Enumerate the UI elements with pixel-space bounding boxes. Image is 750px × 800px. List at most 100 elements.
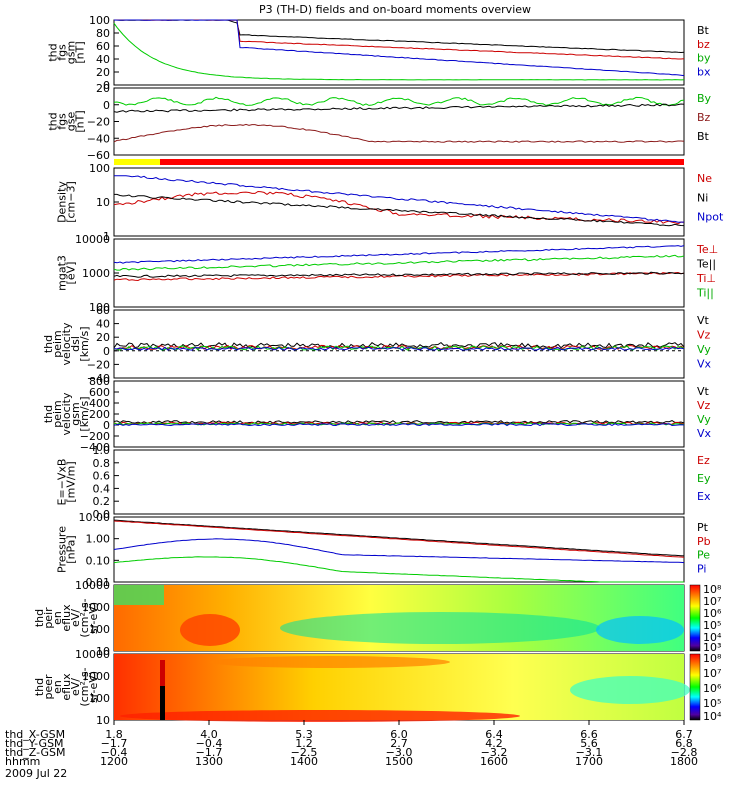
colorbar-label: 10⁵ <box>703 697 721 710</box>
panel-density: 100 10 1 Density[cm−3] Ne Ni Npot <box>56 162 724 243</box>
x-tick-label: 1200 <box>100 755 128 768</box>
legend-Pi: Pi <box>697 562 706 575</box>
y-tick-label: 10.00 <box>79 511 111 524</box>
y-axis-label: velocity <box>60 392 73 435</box>
x-tick-label: 4.2 <box>485 737 503 750</box>
colorbar-label: 10⁵ <box>703 619 721 632</box>
y-axis-label: eflux <box>60 673 73 701</box>
series-line <box>113 123 685 143</box>
x-tick-label: 6.4 <box>485 728 503 741</box>
x-row-label: thd_Y-GSM <box>5 737 64 750</box>
y-tick-label: −40 <box>87 132 110 145</box>
y-axis-label: gsm <box>65 41 78 64</box>
y-axis-label: sr-eV) <box>87 671 100 703</box>
y-tick-label: 0.2 <box>93 495 111 508</box>
legend-Vz: Vz <box>697 399 711 412</box>
legend-Npot: Npot <box>697 211 724 224</box>
x-row-label: thd_Z-GSM <box>5 746 65 759</box>
y-tick-label: 0 <box>103 99 110 112</box>
legend-bx: bx <box>697 65 711 78</box>
x-tick-label: 1700 <box>575 755 603 768</box>
legend-Ex: Ex <box>697 490 711 503</box>
y-tick-label: 600 <box>89 386 110 399</box>
y-axis-label: Density <box>56 181 69 223</box>
colorbar-label: 10⁸ <box>703 583 722 596</box>
y-axis-label: eV/ <box>69 678 82 696</box>
series-line <box>113 19 685 77</box>
y-axis-label: (cm²-s- <box>78 598 91 637</box>
colorbar-label: 10³ <box>703 641 721 654</box>
y-axis-label: peer <box>42 674 55 700</box>
series-line <box>113 96 685 106</box>
y-axis-label: gse <box>65 112 78 132</box>
y-axis-label: en <box>51 611 64 625</box>
y-tick-label: −20 <box>87 116 110 129</box>
legend-By: By <box>697 92 712 105</box>
series-line <box>113 423 685 427</box>
peer-colorbar <box>689 653 701 721</box>
series-line <box>113 346 685 351</box>
y-axis-label: E=−VxB <box>56 459 69 506</box>
x-tick-label: 6.8 <box>675 737 693 750</box>
y-axis-label: Pressure <box>56 526 69 573</box>
y-tick-label: 1000 <box>82 267 110 280</box>
y-tick-label: 10000 <box>75 233 110 246</box>
x-tick-label: 4.0 <box>200 728 218 741</box>
x-tick-label: −3.1 <box>576 746 603 759</box>
y-tick-label: 1 <box>103 230 110 243</box>
panel-frame <box>113 380 685 448</box>
x-tick-label: 6.6 <box>580 728 598 741</box>
series-line <box>113 245 685 264</box>
legend-Ey: Ey <box>697 472 711 485</box>
colorbar-label: 10⁷ <box>703 595 721 608</box>
legend-Te||: Te|| <box>696 258 716 271</box>
x-tick-label: 2.7 <box>390 737 408 750</box>
series-line <box>113 519 685 557</box>
legend-Te⊥: Te⊥ <box>696 243 718 256</box>
legend-Vy: Vy <box>697 413 711 426</box>
y-tick-label: 1.00 <box>86 533 111 546</box>
y-axis-label: thd <box>42 335 55 353</box>
colorbar-label: 10⁴ <box>703 710 722 723</box>
series-line <box>113 22 685 81</box>
y-tick-label: 400 <box>89 397 110 410</box>
legend-Bz: Bz <box>697 111 711 124</box>
x-tick-label: −3.0 <box>386 746 413 759</box>
panel-efield: 1.00.80.60.40.20.0 E=−VxB[mV/m] Ez Ey Ex <box>56 444 711 521</box>
series-line <box>113 103 685 113</box>
y-tick-label: 200 <box>89 408 110 421</box>
legend-Vz: Vz <box>697 329 711 342</box>
y-tick-label: 0 <box>103 345 110 358</box>
x-tick-label: −1.7 <box>101 737 128 750</box>
legend-Ni: Ni <box>697 191 708 204</box>
legend-Bt: Bt <box>697 24 710 37</box>
y-axis-label: peim <box>51 400 64 428</box>
y-tick-label: −200 <box>80 430 110 443</box>
x-tick-label: −2.8 <box>671 746 698 759</box>
y-tick-label: 60 <box>96 304 110 317</box>
y-tick-label: 0.01 <box>86 576 111 589</box>
y-axis-label: [nT] <box>74 41 87 63</box>
x-tick-label: −3.2 <box>481 746 508 759</box>
y-tick-label: 40 <box>96 318 110 331</box>
legend-by: by <box>697 52 711 65</box>
legend-Vt: Vt <box>697 314 710 327</box>
colorbar-label: 10⁷ <box>703 667 721 680</box>
y-tick-label: −20 <box>87 358 110 371</box>
x-tick-label: −0.4 <box>101 746 128 759</box>
y-tick-label: −40 <box>87 372 110 385</box>
y-axis-label: thd <box>33 678 46 696</box>
y-tick-label: 10000 <box>75 579 110 592</box>
y-tick-label: 100 <box>89 692 110 705</box>
panel-frame <box>113 309 685 379</box>
y-axis-label: peir <box>42 607 55 629</box>
panel-frame <box>113 167 685 237</box>
y-tick-label: 0.8 <box>93 457 111 470</box>
panel-temp: 10000 1000 100 mgat3[eV] Te⊥ Te||Ti⊥ Ti|| <box>56 233 719 314</box>
x-tick-label: 1800 <box>670 755 698 768</box>
series-line <box>113 538 685 564</box>
y-axis-label: fgs <box>56 44 69 61</box>
y-axis-label: velocity <box>60 322 73 365</box>
